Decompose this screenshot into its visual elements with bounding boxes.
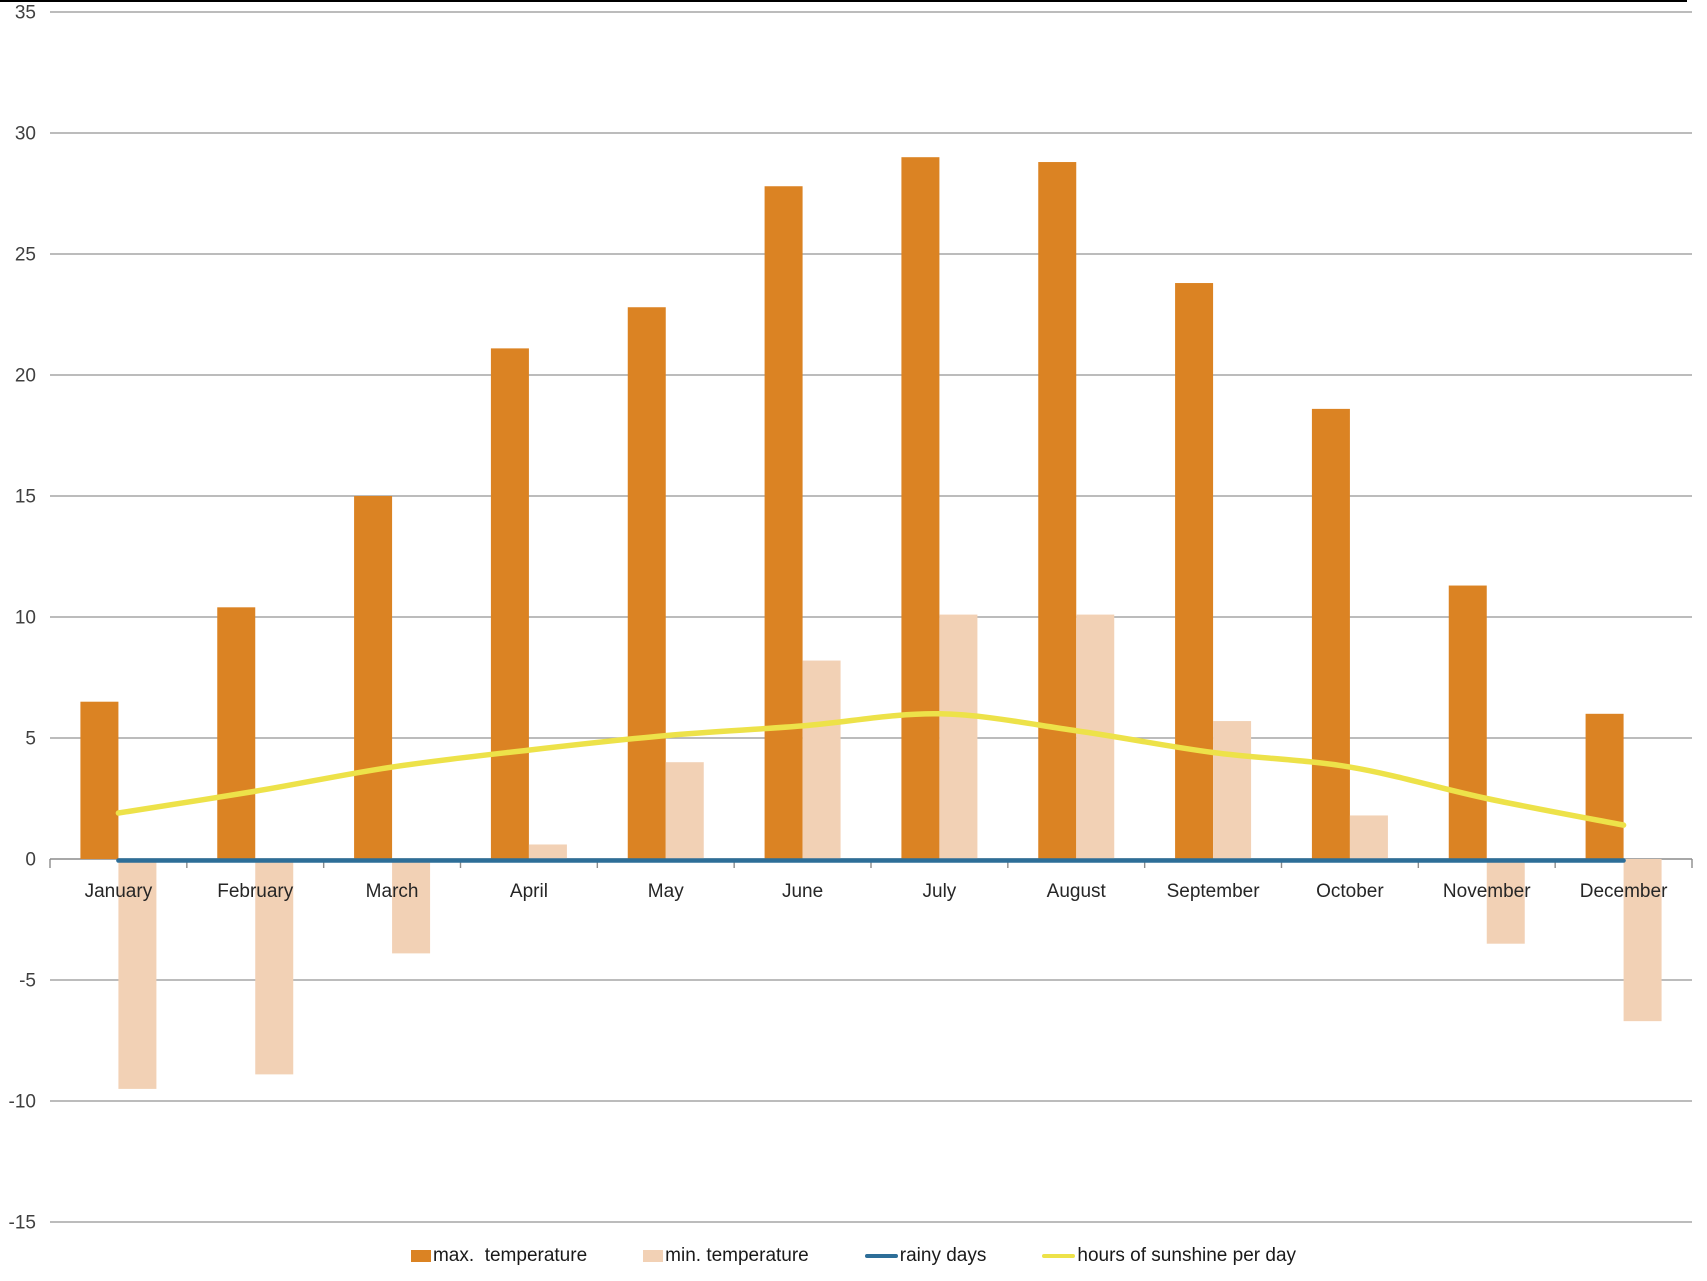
legend-label-rainy-days: rainy days bbox=[899, 1245, 987, 1266]
legend-label-min-temperature: min. temperature bbox=[665, 1245, 809, 1266]
month-label-july: July bbox=[923, 881, 957, 902]
month-label-june: June bbox=[782, 881, 823, 902]
y-axis-label: 20 bbox=[15, 366, 36, 387]
y-axis-label: 35 bbox=[15, 3, 36, 24]
bar-min-temperature-may bbox=[665, 762, 704, 859]
bar-min-temperature-march bbox=[392, 859, 431, 954]
y-axis-label: 15 bbox=[15, 487, 36, 508]
bar-min-temperature-december bbox=[1623, 859, 1662, 1022]
month-label-january: January bbox=[85, 881, 153, 902]
bar-max-temperature-april bbox=[490, 348, 529, 859]
legend-item-sunshine: hours of sunshine per day bbox=[1042, 1245, 1296, 1267]
line-sunshine bbox=[115, 711, 1627, 828]
bar-max-temperature-march bbox=[354, 496, 393, 859]
legend: max. temperature min. temperature rainy … bbox=[0, 1243, 1707, 1269]
y-axis-label: 5 bbox=[25, 729, 36, 750]
bar-min-temperature-july bbox=[939, 614, 978, 859]
legend-item-rainy-days: rainy days bbox=[864, 1245, 987, 1267]
month-label-august: August bbox=[1047, 881, 1107, 902]
month-label-september: September bbox=[1167, 881, 1261, 902]
month-label-november: November bbox=[1443, 881, 1531, 902]
legend-item-min-temperature: min. temperature bbox=[643, 1245, 809, 1267]
y-axis-label: 25 bbox=[15, 245, 36, 266]
bar-max-temperature-august bbox=[1038, 162, 1077, 860]
legend-label-sunshine: hours of sunshine per day bbox=[1077, 1245, 1297, 1266]
y-axis-label: -10 bbox=[9, 1092, 36, 1113]
month-label-may: May bbox=[648, 881, 684, 902]
bar-max-temperature-october bbox=[1311, 408, 1350, 859]
bar-min-temperature-june bbox=[802, 660, 841, 859]
month-label-march: March bbox=[366, 881, 419, 902]
month-label-april: April bbox=[510, 881, 548, 902]
legend-item-max-temperature: max. temperature bbox=[410, 1245, 588, 1267]
bar-min-temperature-october bbox=[1349, 815, 1388, 859]
bar-min-temperature-february bbox=[255, 859, 294, 1075]
legend-swatch-min-temperature bbox=[643, 1250, 664, 1262]
legend-swatch-rainy-days bbox=[864, 1253, 898, 1259]
y-axis-label: -15 bbox=[9, 1213, 36, 1234]
bar-max-temperature-january bbox=[80, 701, 119, 859]
bar-max-temperature-september bbox=[1175, 283, 1214, 859]
bar-max-temperature-july bbox=[901, 157, 940, 859]
y-axis-label: 30 bbox=[15, 124, 36, 145]
legend-swatch-max-temperature bbox=[410, 1250, 431, 1262]
bar-max-temperature-november bbox=[1448, 585, 1487, 859]
legend-label-max-temperature: max. temperature bbox=[432, 1245, 588, 1266]
window-top-border bbox=[0, 0, 1687, 2]
bar-max-temperature-february bbox=[217, 607, 256, 859]
month-label-february: February bbox=[217, 881, 294, 902]
y-axis-label: 0 bbox=[25, 850, 36, 871]
y-axis-label: 10 bbox=[15, 608, 36, 629]
bar-min-temperature-january bbox=[118, 859, 157, 1089]
bar-min-temperature-november bbox=[1486, 859, 1525, 944]
bar-max-temperature-december bbox=[1585, 713, 1624, 859]
y-axis-label: -5 bbox=[19, 971, 36, 992]
bar-min-temperature-april bbox=[528, 844, 567, 859]
bar-min-temperature-september bbox=[1213, 721, 1252, 859]
month-label-december: December bbox=[1580, 881, 1668, 902]
month-label-october: October bbox=[1316, 881, 1384, 902]
bar-max-temperature-june bbox=[764, 186, 803, 860]
bar-max-temperature-may bbox=[627, 307, 666, 859]
legend-swatch-sunshine bbox=[1042, 1253, 1076, 1259]
